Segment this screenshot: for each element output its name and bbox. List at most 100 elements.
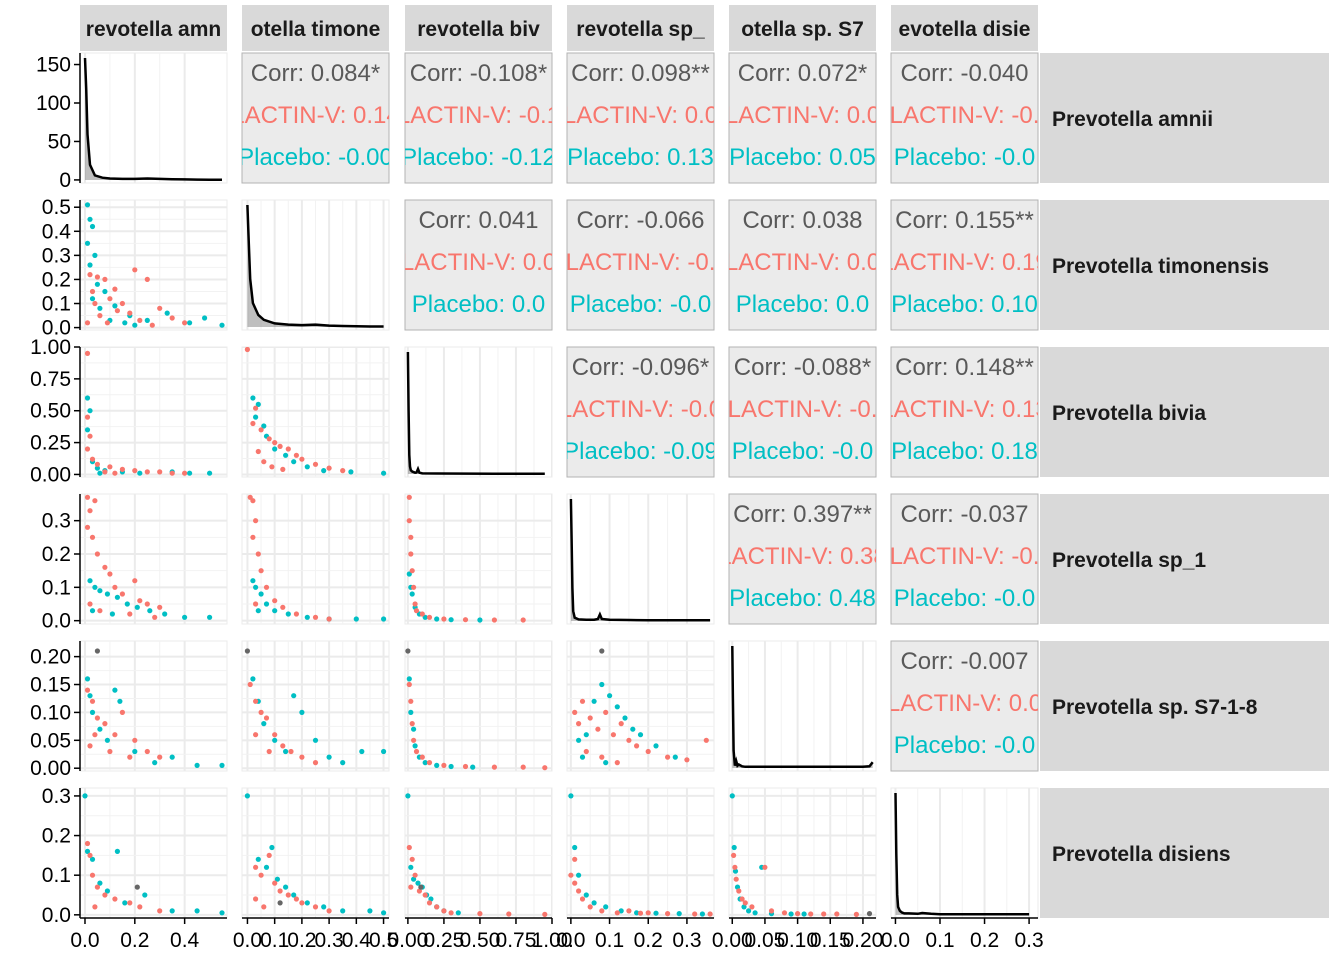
scatter-point-placebo <box>187 470 193 476</box>
scatter-point-lactin-v <box>749 904 755 910</box>
scatter-point-placebo <box>283 748 289 755</box>
correlation-panel <box>404 52 553 184</box>
scatter-point-lactin-v <box>94 274 100 280</box>
scatter-point-lactin-v <box>84 494 91 500</box>
scatter-point-lactin-v <box>409 856 415 862</box>
scatter-point-lactin-v <box>157 908 163 914</box>
scatter-point-placebo <box>428 896 434 902</box>
scatter-point-placebo <box>132 748 138 755</box>
scatter-point-placebo <box>84 848 91 855</box>
x-tick-label: 0.1 <box>925 929 954 952</box>
y-tick-label: 0.3 <box>42 785 71 808</box>
scatter-point-placebo <box>261 423 267 429</box>
correlation-panel <box>566 199 715 331</box>
scatter-point-placebo <box>653 910 659 916</box>
scatter-point-lactin-v <box>520 617 526 623</box>
scatter-point-placebo <box>84 395 91 401</box>
scatter-point-lactin-v <box>408 884 414 890</box>
scatter-point-lactin-v <box>119 300 125 307</box>
scatter-point-placebo <box>84 676 91 682</box>
density-line <box>894 792 1030 916</box>
scatter-point-placebo <box>219 322 225 328</box>
scatter-point-placebo <box>207 470 213 476</box>
scatter-point-placebo <box>124 601 130 607</box>
column-strip-label: revotella amn <box>86 18 221 41</box>
scatter-point-placebo <box>411 876 417 882</box>
correlation-panel <box>728 199 877 331</box>
scatter-point-placebo <box>263 864 270 870</box>
scatter-point-lactin-v <box>89 872 96 878</box>
scatter-point-lactin-v <box>312 760 319 766</box>
scatter-point-placebo <box>122 900 128 906</box>
scatter-point-lactin-v <box>413 748 420 755</box>
scatter-point-lactin-v <box>441 616 447 622</box>
scatter-point-placebo <box>255 856 261 862</box>
correlation-placebo-label: Placebo: -0.0 <box>732 438 873 465</box>
scatter-point-lactin-v <box>102 564 108 570</box>
scatter-point-lactin-v <box>412 601 418 607</box>
scatter-point-placebo <box>477 617 483 623</box>
scatter-point-lactin-v <box>834 911 840 917</box>
scatter-point-lactin-v <box>542 911 548 918</box>
panel-contents: Corr: 0.084* LACTIN-V: 0.14 Placebo: -0.00… <box>82 57 1038 918</box>
correlation-lactin-v-label: LACTIN-V: 0.0 <box>563 102 718 129</box>
scatter-point-lactin-v <box>258 427 264 433</box>
scatter-point-placebo <box>348 469 354 475</box>
scatter-point-lactin-v <box>572 880 578 886</box>
correlation-text-group: Corr: 0.084* LACTIN-V: 0.14 Placebo: -0.00 <box>242 60 389 171</box>
scatter-point-placebo <box>169 754 175 760</box>
scatter-point-lactin-v <box>127 754 133 760</box>
scatter-point-placebo <box>676 911 682 917</box>
scatter-point-placebo <box>255 401 261 407</box>
x-tick-label: 0.75 <box>496 929 537 952</box>
scatter-point-placebo <box>202 315 208 321</box>
scatter-point-lactin-v <box>132 578 138 584</box>
x-tick-label: 0.00 <box>387 929 428 952</box>
scatter-point-placebo <box>630 726 636 732</box>
scatter-point-lactin-v <box>84 350 91 356</box>
scatter-point-placebo <box>112 687 118 693</box>
grid-lines <box>80 494 227 624</box>
scatter-point-lactin-v <box>434 904 440 910</box>
scatter-point-lactin-v <box>107 464 113 470</box>
scatter-point-placebo <box>340 760 346 766</box>
scatter-point-lactin-v <box>599 908 605 914</box>
x-tick-label: 0.50 <box>460 929 501 952</box>
scatter-point-placebo <box>448 763 454 770</box>
density-group <box>569 498 711 622</box>
x-tick-label: 0.0 <box>233 929 262 952</box>
scatter-point-lactin-v <box>406 518 412 524</box>
row-strip <box>1040 347 1329 477</box>
scatter-point-placebo <box>250 395 256 401</box>
scatter-point-lactin-v <box>87 508 93 514</box>
scatter-point-placebo <box>603 904 609 910</box>
scatter-point-lactin-v <box>263 584 270 590</box>
scatter-group <box>244 648 387 766</box>
scatter-point-placebo <box>470 764 476 770</box>
scatter-point-placebo <box>250 676 256 682</box>
scatter-point-lactin-v <box>731 852 737 859</box>
x-tick-label: 0.2 <box>287 929 316 952</box>
correlation-panel <box>890 493 1039 625</box>
scatter-point-lactin-v <box>253 864 259 870</box>
scatter-point-lactin-v <box>137 317 143 323</box>
scatter-point-lactin-v <box>182 470 188 476</box>
scatter-point-lactin-v <box>84 524 91 530</box>
scatter-point-lactin-v <box>293 611 299 617</box>
correlation-text-group: Corr: 0.038 LACTIN-V: 0.0 Placebo: 0.0 <box>729 207 876 318</box>
scatter-point-lactin-v <box>272 598 278 604</box>
scatter-point-lactin-v <box>157 604 163 610</box>
scatter-point-lactin-v <box>739 896 745 902</box>
x-tick-label: 0.0 <box>556 929 585 952</box>
scatter-point-placebo <box>97 588 103 594</box>
correlation-placebo-label: Placebo: 0.05 <box>729 144 876 171</box>
scatter-point-placebo <box>406 676 412 682</box>
scatter-point-lactin-v <box>312 614 319 620</box>
correlation-text-group: Corr: -0.037 LACTIN-V: -0. Placebo: -0.0 <box>891 501 1038 612</box>
column-strip-label: revotella biv <box>417 18 540 41</box>
scatter-point-lactin-v <box>768 908 775 914</box>
grid-lines <box>80 200 227 330</box>
scatter-point-placebo <box>291 459 297 465</box>
scatter-point-placebo <box>92 584 98 590</box>
y-tick-label: 0.1 <box>42 576 71 599</box>
